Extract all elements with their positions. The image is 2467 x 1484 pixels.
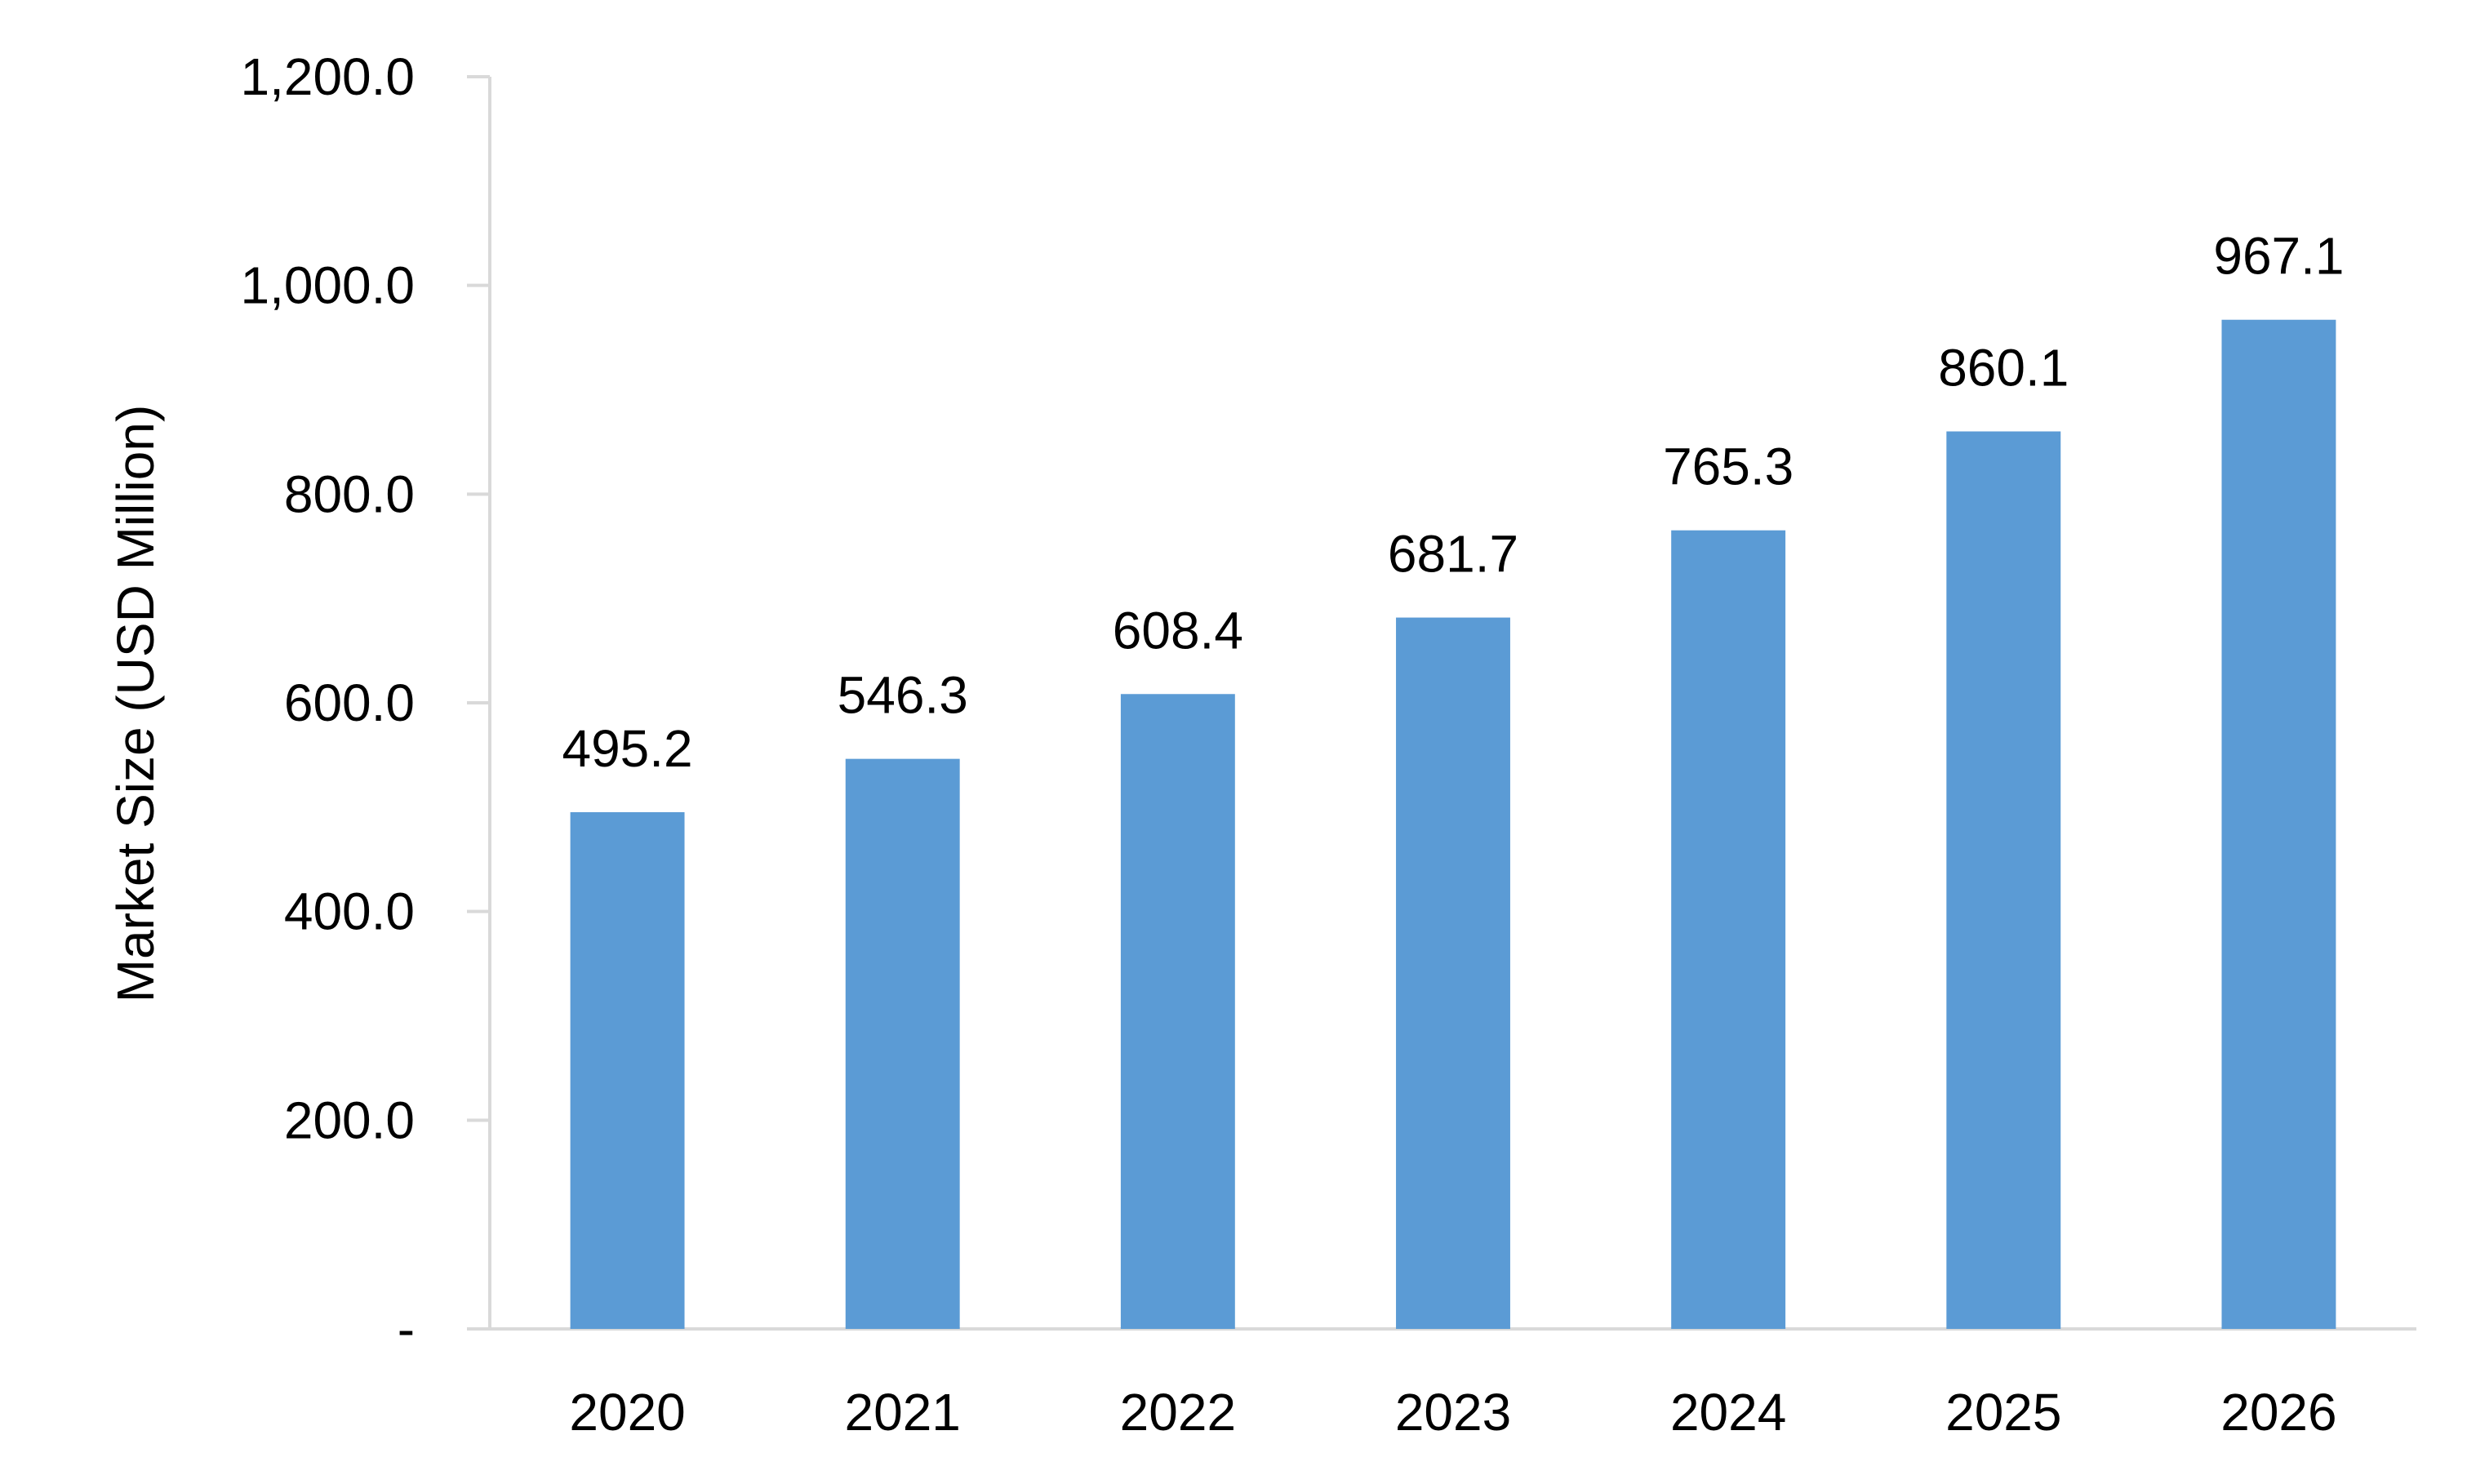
bar (1396, 617, 1510, 1329)
bar-value-label: 546.3 (838, 666, 968, 725)
data-labels: 495.2 546.3 608.4 681.7 765.3 860.1 967.1 (562, 227, 2344, 778)
x-tick-label: 2023 (1395, 1383, 1511, 1442)
x-tick-label: 2025 (1945, 1383, 2061, 1442)
x-tick-label: 2026 (2220, 1383, 2336, 1442)
x-tick-label: 2021 (845, 1383, 961, 1442)
y-axis-title: Market Size (USD Million) (106, 405, 165, 1003)
bar-value-label: 967.1 (2213, 227, 2344, 286)
y-tick-label: - (398, 1300, 415, 1358)
bar-value-label: 860.1 (1938, 339, 2069, 398)
x-tick-label: 2020 (569, 1383, 685, 1442)
bar (1946, 431, 2061, 1329)
bar (570, 811, 685, 1329)
bar (845, 758, 960, 1329)
y-axis-ticks: - 200.0 400.0 600.0 800.0 1,000.0 1,200.0 (240, 47, 490, 1358)
bar (2221, 319, 2336, 1329)
y-tick-label: 1,000.0 (240, 256, 415, 315)
bars (570, 319, 2336, 1329)
bar (1671, 530, 1786, 1329)
y-tick-label: 1,200.0 (240, 47, 415, 106)
bar-value-label: 681.7 (1388, 525, 1518, 584)
y-tick-label: 400.0 (284, 882, 415, 941)
x-tick-label: 2022 (1120, 1383, 1236, 1442)
y-tick-label: 600.0 (284, 673, 415, 732)
bar-value-label: 765.3 (1663, 438, 1794, 496)
bar-value-label: 495.2 (562, 719, 692, 778)
bar (1120, 694, 1235, 1329)
y-tick-label: 800.0 (284, 464, 415, 523)
x-tick-label: 2024 (1670, 1383, 1786, 1442)
x-axis-tick-labels: 2020 2021 2022 2023 2024 2025 2026 (569, 1383, 2336, 1442)
y-tick-label: 200.0 (284, 1091, 415, 1149)
bar-value-label: 608.4 (1113, 601, 1243, 660)
y-axis-title-group: Market Size (USD Million) (106, 405, 165, 1003)
